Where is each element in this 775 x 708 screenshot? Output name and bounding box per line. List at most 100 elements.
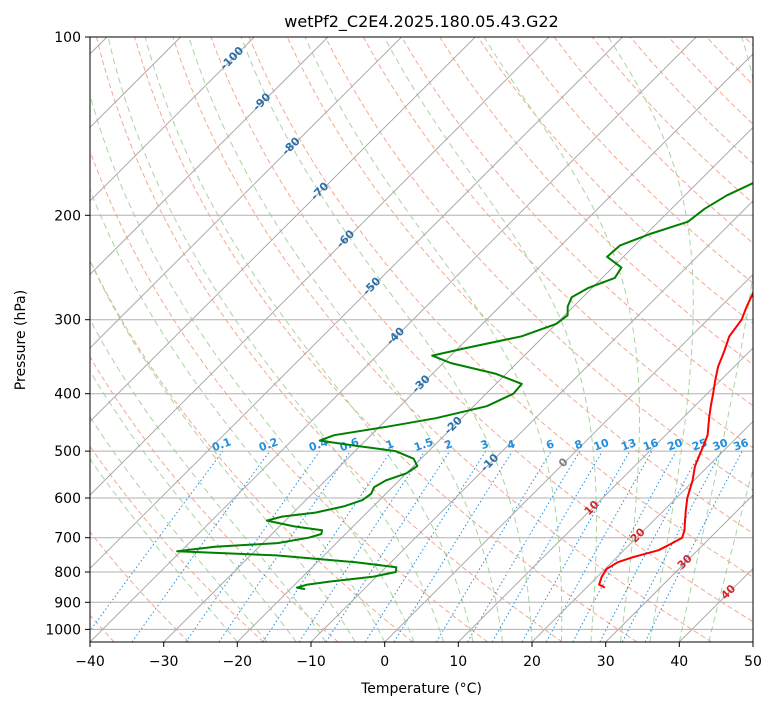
moist-adiabat-line xyxy=(304,37,563,642)
mixing-ratio-label: 1.5 xyxy=(412,435,435,454)
plot-background xyxy=(90,37,753,642)
moist-adiabat-line xyxy=(678,37,753,642)
mixing-ratio-line xyxy=(364,450,487,642)
y-tick-label: 800 xyxy=(54,565,81,581)
mixing-ratio-line xyxy=(131,450,271,642)
chart-title: wetPf2_C2E4.2025.180.05.43.G22 xyxy=(284,12,558,32)
dry-adiabat-line xyxy=(401,37,753,407)
mixing-ratio-label: 30 xyxy=(711,436,730,454)
mixing-ratio-label: 13 xyxy=(619,436,638,453)
dry-adiabat-line xyxy=(90,355,339,642)
dry-adiabats xyxy=(90,37,753,642)
x-tick-label: 0 xyxy=(380,654,389,670)
x-tick-label: −10 xyxy=(296,654,326,670)
x-tick-label: 10 xyxy=(449,654,467,670)
dry-adiabat-line xyxy=(96,37,563,642)
mixing-ratio-line xyxy=(262,450,392,642)
isotherm-line xyxy=(236,126,753,642)
x-tick-label: 50 xyxy=(744,654,762,670)
moist-adiabat-line xyxy=(90,259,356,642)
moist-adiabat-line xyxy=(188,37,503,642)
mixing-ratio-label: 3 xyxy=(479,437,491,452)
dry-adiabat-line xyxy=(515,37,753,284)
dry-adiabat-line xyxy=(134,37,638,642)
y-axis-ticks: 100 200 300 400 500 600 700 800 900 1000 xyxy=(45,30,90,638)
mixing-ratio-label: 2 xyxy=(443,437,455,452)
dry-adiabat-line xyxy=(248,37,753,578)
mixing-ratio-line xyxy=(90,450,224,632)
isotherm-line xyxy=(531,420,753,642)
moist-adiabat-line xyxy=(708,467,753,642)
dry-adiabat-line xyxy=(439,37,753,366)
mixing-ratio-line xyxy=(185,450,321,642)
dry-adiabat-line xyxy=(90,531,190,642)
moist-adiabat-line xyxy=(483,37,640,642)
mixing-ratio-line xyxy=(218,450,351,642)
x-axis-title: Temperature (°C) xyxy=(360,681,482,697)
isotherm-line xyxy=(457,347,753,642)
isotherm-line xyxy=(163,53,753,642)
isotherm-line xyxy=(90,37,476,423)
y-tick-label: 1000 xyxy=(45,622,81,638)
moist-adiabat-line xyxy=(90,188,386,642)
mixing-ratio-label: 6 xyxy=(544,437,556,452)
y-tick-label: 500 xyxy=(54,444,81,460)
moist-adiabat-line xyxy=(144,37,474,642)
y-tick-label: 300 xyxy=(54,313,81,329)
y-tick-label: 900 xyxy=(54,595,81,611)
y-tick-label: 700 xyxy=(54,531,81,547)
dry-adiabat-line xyxy=(90,149,488,642)
mixing-ratio-line xyxy=(393,450,513,642)
moist-adiabat-line xyxy=(90,458,238,642)
isotherm-line xyxy=(310,200,753,642)
mixing-ratio-label: 0.1 xyxy=(210,435,233,454)
isotherm-line xyxy=(90,37,402,349)
dry-adiabat-line xyxy=(90,445,264,642)
mixing-ratio-label: 20 xyxy=(666,436,685,454)
dry-adiabat-line xyxy=(172,37,712,642)
mixing-ratio-line xyxy=(521,450,631,642)
x-tick-label: 30 xyxy=(597,654,615,670)
x-tick-label: −20 xyxy=(223,654,253,670)
isotherm-line xyxy=(90,37,550,496)
plot-frame xyxy=(89,36,754,643)
x-tick-label: −30 xyxy=(149,654,179,670)
moist-adiabat-line xyxy=(90,370,297,642)
plot-area: 0.1 0.2 0.4 0.6 1 1.5 2 3 4 6 8 10 13 16 20 25 30 36-100-… xyxy=(90,37,753,642)
moist-adiabat-line xyxy=(240,37,533,642)
moist-adiabat-line xyxy=(383,37,597,642)
y-tick-label: 100 xyxy=(54,30,81,46)
mixing-ratio-line xyxy=(644,450,743,642)
moist-adiabat-line xyxy=(90,318,327,642)
dewpoint-profile-line xyxy=(176,182,753,591)
isotherm-line xyxy=(90,37,697,642)
dry-adiabat-line xyxy=(210,37,753,623)
y-tick-label: 600 xyxy=(54,491,81,507)
mixing-ratio-line xyxy=(545,450,653,642)
x-tick-label: 20 xyxy=(523,654,541,670)
x-axis-ticks: −40 −30 −20 −10 0 10 20 30 40 50 xyxy=(75,642,762,670)
profile-series xyxy=(176,182,753,591)
y-axis-title: Pressure (hPa) xyxy=(13,290,29,390)
mixing-ratio-label: 1 xyxy=(384,437,396,452)
mixing-ratio-label: 8 xyxy=(573,437,585,452)
moist-adiabats xyxy=(90,37,753,642)
mixing-ratio-label: 10 xyxy=(592,436,611,454)
y-tick-label: 400 xyxy=(54,387,81,403)
mixing-ratio-line xyxy=(298,450,426,642)
mixing-ratio-label: 16 xyxy=(641,436,660,454)
isotherm-line xyxy=(90,37,255,202)
x-tick-label: −40 xyxy=(75,654,105,670)
mixing-ratio-label: 4 xyxy=(505,437,517,452)
pressure-gridlines xyxy=(90,37,753,630)
dry-adiabat-line xyxy=(324,37,753,491)
isotherm-lines xyxy=(90,37,753,642)
isotherm-line xyxy=(90,37,329,276)
mixing-ratio-label: 36 xyxy=(732,436,751,454)
temperature-profile-line xyxy=(598,291,753,589)
isotherm-line xyxy=(605,494,753,642)
isotherm-line xyxy=(90,37,623,570)
x-tick-label: 40 xyxy=(670,654,688,670)
y-tick-label: 200 xyxy=(54,208,81,224)
